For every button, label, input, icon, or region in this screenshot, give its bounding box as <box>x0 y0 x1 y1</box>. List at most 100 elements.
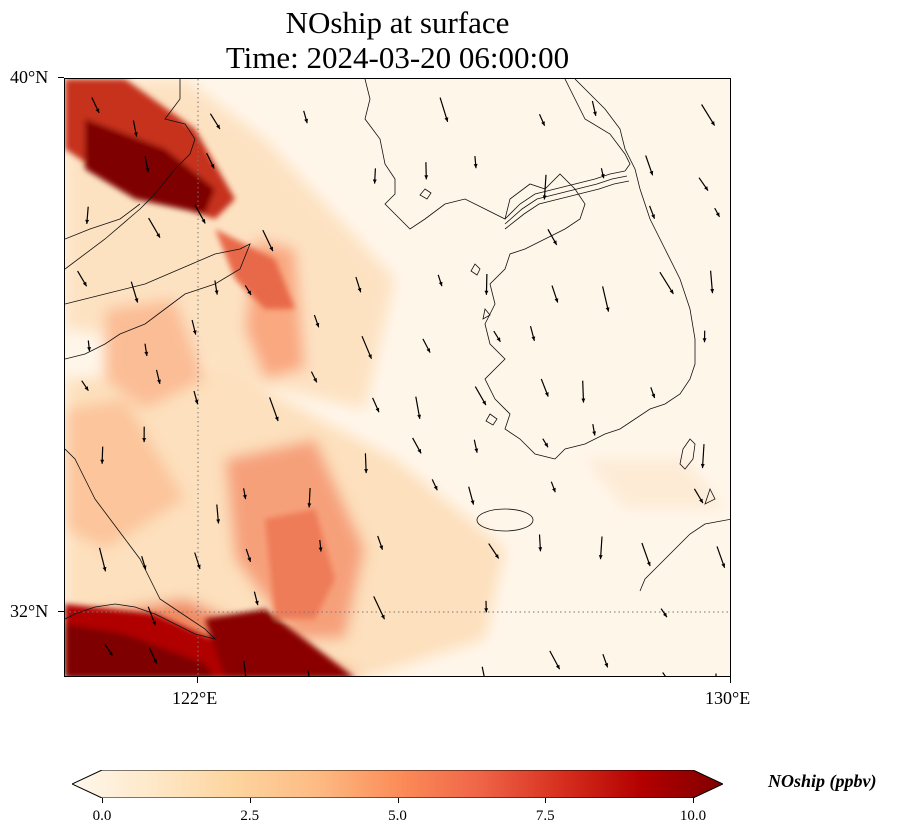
wind-arrow-head <box>444 117 449 122</box>
wind-arrow-head <box>364 469 368 474</box>
wind-arrow-head <box>274 416 279 422</box>
wind-arrow-head <box>152 621 156 626</box>
wind-arrow-head <box>192 330 197 335</box>
wind-arrow-head <box>704 186 708 191</box>
wind-arrow-head <box>417 448 422 454</box>
wind-arrow-head <box>482 400 486 406</box>
colorbar-tick-label: 2.5 <box>240 808 260 824</box>
wind-arrow <box>243 660 247 676</box>
wind-arrow-head <box>210 164 215 169</box>
wind-arrow-head <box>710 289 715 294</box>
wind-arrow-head <box>605 307 610 312</box>
wind-arrow-head <box>214 290 219 295</box>
wind-arrow-head <box>651 214 655 219</box>
wind-arrow-head <box>269 246 273 252</box>
map-panel <box>64 78 731 677</box>
wind-arrow-head <box>307 503 312 508</box>
wind-arrow-head <box>541 121 545 126</box>
map-title-line1: NOship at surface <box>285 5 510 40</box>
wind-arrow-head <box>600 174 605 179</box>
wind-arrow-head <box>381 614 385 620</box>
wind-arrow-head <box>372 179 377 184</box>
wind-arrow-head <box>142 565 147 570</box>
wind-arrow-head <box>417 414 421 419</box>
wind-arrow-head <box>201 218 206 224</box>
colorbar-tick-label: 7.5 <box>535 808 555 824</box>
gridlines <box>65 79 730 676</box>
wind-arrow-head <box>531 336 536 341</box>
colorbar-tick-mark <box>545 798 547 803</box>
wind-arrow-head <box>669 289 674 294</box>
colorbar-label: NOship (ppbv) <box>768 771 877 791</box>
wind-arrow <box>269 397 279 422</box>
wind-arrow-head <box>247 290 252 295</box>
wind-arrow-head <box>484 608 489 613</box>
colorbar-tick-mark <box>693 798 694 803</box>
colorbar-tick-mark <box>102 798 103 803</box>
wind-arrow-head <box>216 519 221 524</box>
wind-arrow-head <box>484 290 489 295</box>
wind-arrow-head <box>304 118 308 124</box>
wind-arrow-head <box>108 651 113 656</box>
wind-arrow-head <box>581 398 586 403</box>
wind-arrow-head <box>473 163 478 169</box>
map-canvas <box>65 79 730 676</box>
wind-arrow-head <box>552 487 556 493</box>
colorbar-tick-label: 5.0 <box>388 808 407 824</box>
wind-arrow <box>98 547 107 572</box>
wind-arrow <box>439 97 449 122</box>
wind-arrow-head <box>134 298 139 303</box>
colorbar-tick-mark <box>397 798 399 803</box>
wind-arrow-head <box>553 240 557 245</box>
colorbar-gradient <box>72 770 723 798</box>
concentration-field <box>65 79 730 676</box>
wind-arrow-head <box>649 170 654 176</box>
wind-arrow-head <box>85 219 90 224</box>
lon-label-122e: 122°E <box>172 688 218 708</box>
wind-arrow-head <box>84 386 89 391</box>
wind-arrow-head <box>313 377 317 383</box>
wind-arrow-head <box>538 547 543 552</box>
wind-arrow-head <box>102 566 107 572</box>
tick-40n <box>58 77 64 78</box>
wind-arrow-head <box>544 442 548 448</box>
wind-arrow-head <box>702 338 707 343</box>
wind-arrow-head <box>95 108 100 113</box>
wind-arrow-head <box>424 175 429 180</box>
wind-arrow <box>662 672 666 676</box>
wind-arrow-head <box>100 459 105 464</box>
wind-arrow <box>659 271 674 295</box>
wind-arrow-head <box>494 554 499 559</box>
wind-arrow-head <box>196 564 201 569</box>
wind-arrow-head <box>318 547 323 552</box>
wind-arrow-head <box>474 448 479 453</box>
wind-arrow <box>373 596 386 620</box>
wind-arrow-head <box>142 438 147 443</box>
tick-32n <box>58 611 64 612</box>
wind-arrow-head <box>375 407 380 413</box>
wind-arrow-head <box>153 659 157 664</box>
wind-arrow-head <box>663 612 667 618</box>
lat-label-40n: 40°N <box>10 67 49 87</box>
wind-arrow-head <box>254 600 259 606</box>
wind-arrow-head <box>710 121 715 126</box>
wind-arrow-head <box>715 212 720 217</box>
wind-arrow-head <box>133 132 138 137</box>
colorbar <box>72 770 723 798</box>
wind-arrow-head <box>651 393 656 398</box>
wind-arrow-head <box>87 347 91 352</box>
map-title-line2: Time: 2024-03-20 06:00:00 <box>225 40 570 75</box>
wind-arrow-head <box>82 281 87 287</box>
wind-arrow <box>481 666 485 676</box>
wind-arrow-head <box>554 298 559 303</box>
wind-vectors <box>77 97 726 676</box>
wind-arrow-head <box>496 337 501 342</box>
wind-arrow-head <box>646 561 651 567</box>
wind-arrow <box>602 286 610 312</box>
wind-arrow-head <box>368 354 372 359</box>
wind-arrow <box>715 673 717 676</box>
wind-arrow-head <box>379 545 383 550</box>
wind-arrow-head <box>700 463 705 469</box>
colorbar-tick-label: 0.0 <box>92 808 112 824</box>
wind-arrow-head <box>593 111 597 116</box>
